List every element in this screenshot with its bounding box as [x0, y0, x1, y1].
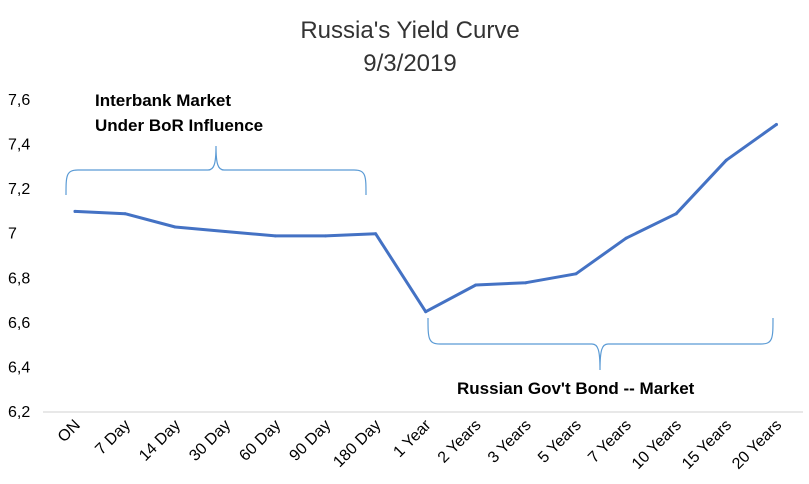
x-tick-label: 14 Day: [136, 417, 184, 465]
data-point: [724, 158, 728, 162]
data-point: [223, 230, 227, 233]
chart-title: Russia's Yield Curve: [300, 17, 519, 44]
x-tick-label: ON: [55, 417, 84, 446]
data-point: [424, 310, 428, 314]
y-tick-label: 6,4: [8, 359, 30, 376]
annotation-interbank-line-1: Interbank Market: [95, 91, 231, 110]
data-point: [474, 283, 478, 287]
bracket-gov-bond: [427, 317, 774, 371]
y-tick-label: 6,6: [8, 315, 30, 332]
data-point: [123, 212, 127, 216]
x-tick-label: 30 Day: [186, 417, 234, 465]
annotation-gov-bond: Russian Gov't Bond -- Market: [457, 379, 695, 398]
data-point: [524, 281, 528, 285]
x-tick-label: 7 Day: [92, 417, 134, 459]
y-tick-label: 7,2: [8, 181, 30, 198]
y-tick-label: 6,2: [8, 404, 30, 421]
y-axis-ticks: 6,2 6,4 6,6 6,8 7 7,2 7,4 7,6: [8, 92, 30, 421]
x-tick-label: 7 Years: [585, 417, 635, 467]
x-tick-label: 2 Years: [435, 417, 485, 467]
x-tick-label: 15 Years: [679, 417, 735, 473]
bracket-interbank: [65, 145, 367, 196]
y-tick-label: 7,6: [8, 92, 30, 109]
x-tick-label: 3 Years: [485, 417, 535, 467]
data-points: [73, 123, 778, 314]
data-point: [73, 209, 77, 213]
y-tick-label: 6,8: [8, 270, 30, 287]
data-point: [574, 272, 578, 276]
x-tick-label: 20 Years: [729, 417, 785, 473]
x-tick-label: 5 Years: [535, 417, 585, 467]
data-point: [324, 234, 327, 238]
series-line-yield: [73, 123, 778, 314]
data-point: [774, 123, 778, 126]
data-point: [624, 236, 628, 240]
annotation-interbank-line-2: Under BoR Influence: [95, 116, 263, 135]
y-tick-label: 7: [8, 226, 17, 243]
data-point: [273, 234, 277, 238]
data-point: [674, 212, 678, 216]
chart-subtitle: 9/3/2019: [363, 50, 456, 77]
x-tick-label: 180 Day: [330, 417, 384, 471]
data-point: [374, 232, 378, 236]
data-point: [173, 225, 177, 229]
y-tick-label: 7,4: [8, 137, 30, 154]
x-tick-label: 1 Year: [390, 416, 435, 461]
x-tick-label: 10 Years: [629, 417, 685, 473]
x-tick-label: 90 Day: [286, 417, 334, 465]
x-tick-label: 60 Day: [236, 417, 284, 465]
